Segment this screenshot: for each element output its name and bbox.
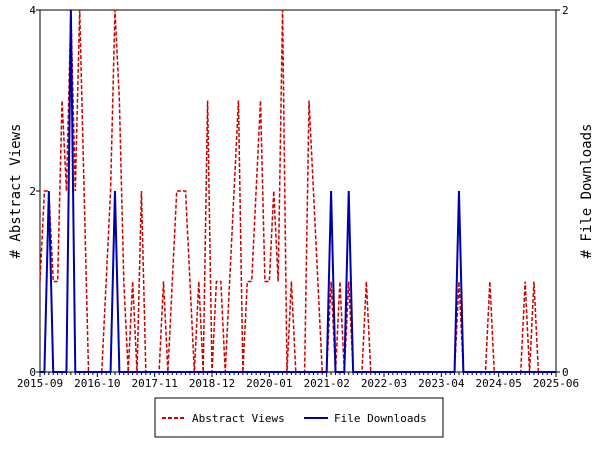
legend-label: Abstract Views: [192, 412, 285, 425]
y-tick-label: 0: [29, 366, 36, 379]
x-tick-label: 2015-09: [17, 377, 63, 390]
x-tick-label: 2017-11: [131, 377, 177, 390]
y2-tick-label: 2: [562, 4, 569, 17]
legend-label: File Downloads: [334, 412, 427, 425]
y2-axis-label: # File Downloads: [579, 124, 595, 259]
y-tick-label: 4: [29, 4, 36, 17]
y-axis-label: # Abstract Views: [8, 124, 24, 259]
x-tick-label: 2016-10: [74, 377, 120, 390]
y2-tick-label: 0: [562, 366, 569, 379]
x-tick-label: 2022-03: [361, 377, 407, 390]
x-tick-label: 2025-06: [533, 377, 579, 390]
x-tick-label: 2021-02: [303, 377, 349, 390]
legend: [154, 397, 444, 438]
x-tick-label: 2024-05: [475, 377, 521, 390]
y-tick-label: 2: [29, 185, 36, 198]
x-tick-label: 2020-01: [246, 377, 292, 390]
x-tick-label: 2018-12: [189, 377, 235, 390]
x-tick-label: 2023-04: [418, 377, 465, 390]
series-line: [40, 9, 556, 373]
